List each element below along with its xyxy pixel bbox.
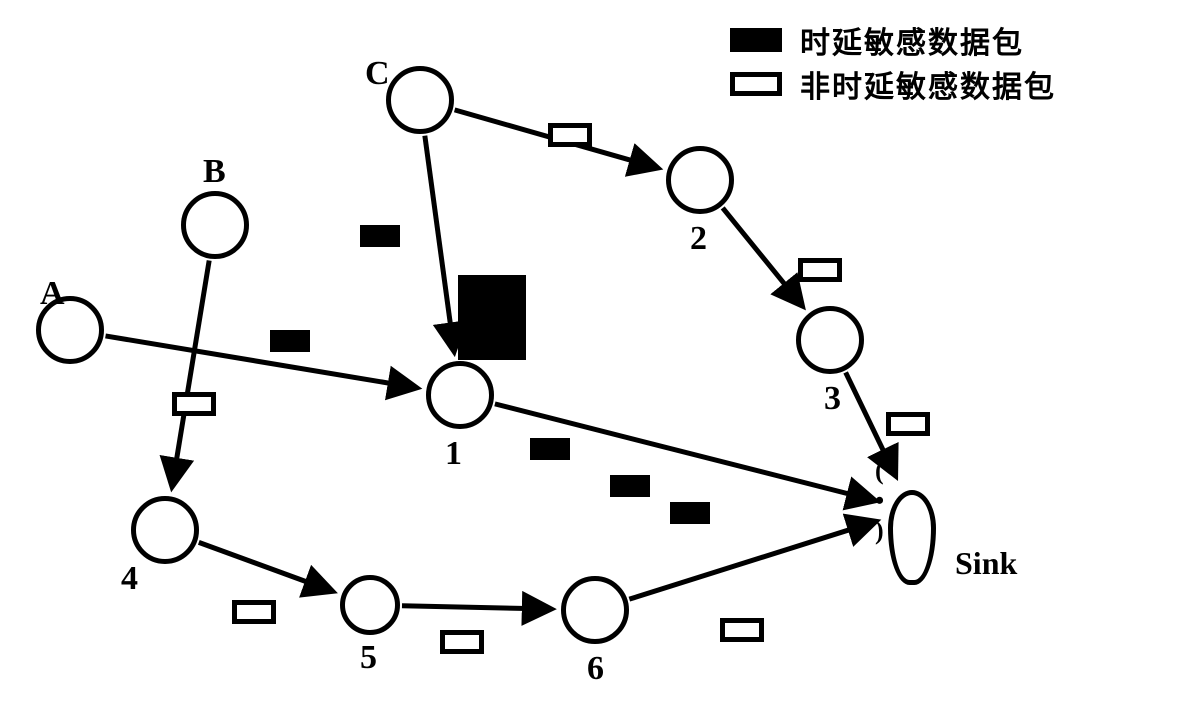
packet-hollow-6 [548,123,592,147]
node-label-4: 4 [121,560,138,598]
node-label-3: 3 [824,380,841,418]
packet-filled-0 [270,330,310,352]
edge-2-3 [723,208,803,306]
packet-filled-1 [360,225,400,247]
packet-hollow-8 [886,412,930,436]
node-C [386,66,454,134]
node-6 [561,576,629,644]
edge-5-6 [402,606,551,609]
node-4 [131,496,199,564]
node-label-6: 6 [587,650,604,688]
packet-hollow-11 [440,630,484,654]
node-label-5: 5 [360,639,377,677]
diagram-canvas: 时延敏感数据包 非时延敏感数据包 ABC123456 ( • ) Sink [0,0,1186,714]
packet-hollow-9 [172,392,216,416]
packet-hollow-12 [720,618,764,642]
node-label-B: B [203,153,226,191]
node-label-1: 1 [445,435,462,473]
packet-hollow-7 [798,258,842,282]
packet-filled-4 [610,475,650,497]
edge-4-5 [199,542,333,591]
node-2 [666,146,734,214]
sink-antenna-icon: ( • ) [875,456,884,546]
node-5 [340,575,400,635]
sink-label: Sink [955,545,1017,582]
packet-filled-2 [458,275,526,360]
node-3 [796,306,864,374]
node-B [181,191,249,259]
edge-C-1 [425,136,454,352]
packet-filled-5 [670,502,710,524]
edge-6-Sink [629,521,875,599]
node-label-C: C [365,55,390,93]
node-label-A: A [40,275,65,313]
packet-filled-3 [530,438,570,460]
edge-B-4 [172,261,209,487]
node-1 [426,361,494,429]
node-label-2: 2 [690,220,707,258]
edge-A-1 [106,336,417,388]
packet-hollow-10 [232,600,276,624]
